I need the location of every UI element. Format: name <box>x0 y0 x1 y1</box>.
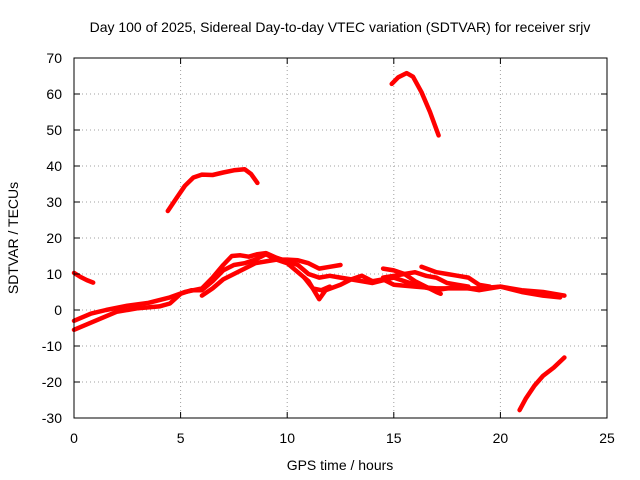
x-tick-label: 15 <box>386 430 402 446</box>
series-arc-11 <box>380 269 471 289</box>
x-tick-label: 5 <box>177 430 185 446</box>
series-arc-8 <box>302 275 333 293</box>
series-arc-4 <box>517 355 567 413</box>
y-tick-label: 20 <box>46 230 62 246</box>
x-tick-label: 0 <box>70 430 78 446</box>
y-tick-label: 10 <box>46 266 62 282</box>
y-tick-label: -10 <box>42 338 62 354</box>
y-tick-label: -30 <box>42 410 62 426</box>
y-tick-label: 30 <box>46 194 62 210</box>
x-tick-label: 25 <box>599 430 615 446</box>
x-tick-label: 10 <box>279 430 295 446</box>
series-arc-3 <box>389 70 441 138</box>
chart-title: Day 100 of 2025, Sidereal Day-to-day VTE… <box>90 19 591 35</box>
axis-ticks: 0 5 10 15 20 25 -30 -20 -10 0 10 20 30 40 50 60 70 <box>42 50 615 446</box>
series-arc-1 <box>71 270 96 285</box>
y-tick-label: 40 <box>46 158 62 174</box>
series-arc-10 <box>419 264 492 289</box>
x-axis-label: GPS time / hours <box>287 457 394 473</box>
y-tick-label: 0 <box>54 302 62 318</box>
plot-frame <box>73 57 608 419</box>
y-tick-label: 50 <box>46 122 62 138</box>
series-arc-2 <box>165 166 260 214</box>
y-tick-label: -20 <box>42 374 62 390</box>
y-tick-label: 70 <box>46 50 62 66</box>
y-tick-label: 60 <box>46 86 62 102</box>
grid <box>74 58 607 418</box>
series-arc-7 <box>199 257 343 298</box>
series-arc-6 <box>71 251 563 333</box>
y-axis-label: SDTVAR / TECUs <box>5 182 21 294</box>
x-tick-label: 20 <box>493 430 509 446</box>
series-arc-9 <box>380 266 443 297</box>
series-layer <box>71 70 567 413</box>
